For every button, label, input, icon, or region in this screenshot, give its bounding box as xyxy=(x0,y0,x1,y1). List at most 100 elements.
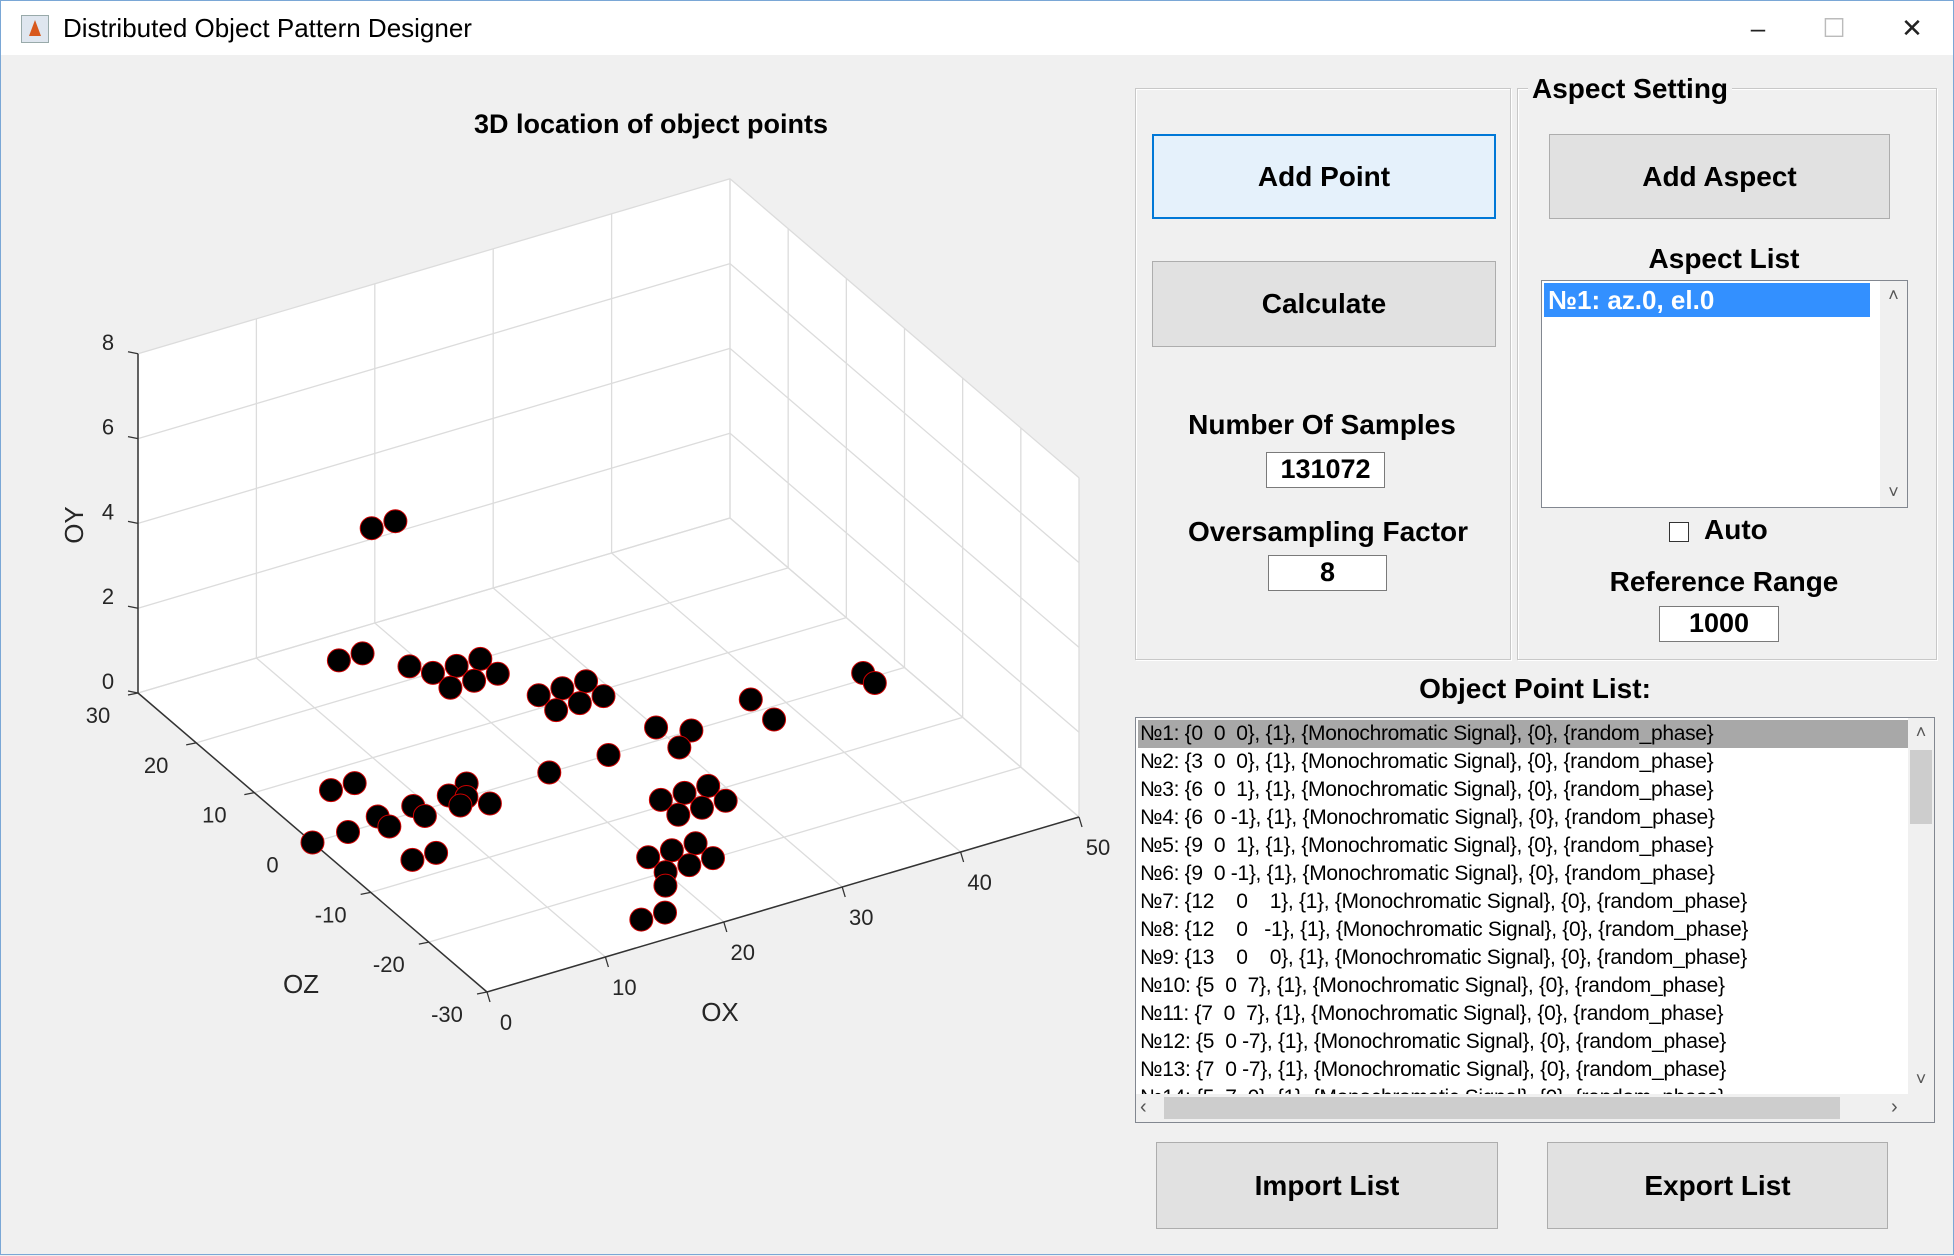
3d-scatter-plot[interactable]: 0 10 20 30 40 50 -30 -20 -10 0 10 20 30 0 2 4 6 8 OX OZ OY xyxy=(1,1,1131,1256)
object-point[interactable] xyxy=(648,787,673,812)
z-tick-label: -30 xyxy=(431,1002,463,1027)
object-point[interactable] xyxy=(644,715,669,740)
object-list-item[interactable]: №10: {5 0 7}, {1}, {Monochromatic Signal… xyxy=(1140,974,1725,997)
object-point[interactable] xyxy=(383,509,408,534)
export-list-button[interactable]: Export List xyxy=(1547,1142,1888,1229)
object-list-item[interactable]: №4: {6 0 -1}, {1}, {Monochromatic Signal… xyxy=(1140,806,1715,829)
y-tick-label: 0 xyxy=(102,669,114,694)
object-point[interactable] xyxy=(659,838,684,863)
close-button[interactable]: ✕ xyxy=(1901,13,1923,43)
object-point[interactable] xyxy=(359,516,384,541)
x-tick xyxy=(486,991,491,1003)
object-point[interactable] xyxy=(412,803,437,828)
z-tick xyxy=(127,692,139,696)
scroll-down-icon[interactable]: ˅ xyxy=(1888,482,1899,502)
object-point[interactable] xyxy=(689,795,714,820)
object-point[interactable] xyxy=(550,676,575,701)
grid-line xyxy=(729,178,1080,479)
object-point[interactable] xyxy=(537,760,562,785)
object-list-item[interactable]: №12: {5 0 -7}, {1}, {Monochromatic Signa… xyxy=(1140,1030,1726,1053)
object-point[interactable] xyxy=(738,687,763,712)
object-point[interactable] xyxy=(326,648,351,673)
object-list-item[interactable]: №8: {12 0 -1}, {1}, {Monochromatic Signa… xyxy=(1140,918,1749,941)
object-list-item[interactable]: №2: {3 0 0}, {1}, {Monochromatic Signal}… xyxy=(1140,750,1714,773)
aspect-list-scrollbar[interactable]: ˄ ˅ xyxy=(1880,281,1907,507)
import-list-button[interactable]: Import List xyxy=(1156,1142,1498,1229)
object-list-item[interactable]: №14: {5 7 0}, {1}, {Monochromatic Signal… xyxy=(1138,1084,1908,1094)
object-point[interactable] xyxy=(653,873,678,898)
object-point[interactable] xyxy=(397,654,422,679)
object-point[interactable] xyxy=(477,791,502,816)
object-point[interactable] xyxy=(448,793,473,818)
scroll-left-icon[interactable]: ‹ xyxy=(1140,1096,1147,1118)
object-point[interactable] xyxy=(862,670,887,695)
object-point[interactable] xyxy=(438,675,463,700)
aspect-list-label: Aspect List xyxy=(1648,243,1800,274)
scroll-right-icon[interactable]: › xyxy=(1891,1096,1898,1118)
reference-range-label: Reference Range xyxy=(1609,566,1839,597)
object-point[interactable] xyxy=(591,684,616,709)
object-point[interactable] xyxy=(377,814,402,839)
reference-range-input[interactable]: 1000 xyxy=(1659,606,1779,642)
object-point[interactable] xyxy=(300,830,325,855)
object-point[interactable] xyxy=(567,691,592,716)
object-list-item[interactable]: №9: {13 0 0}, {1}, {Monochromatic Signal… xyxy=(1140,946,1747,969)
object-list-item[interactable]: №3: {6 0 1}, {1}, {Monochromatic Signal}… xyxy=(1140,778,1714,801)
object-list-item[interactable]: №6: {9 0 -1}, {1}, {Monochromatic Signal… xyxy=(1140,862,1715,885)
object-point[interactable] xyxy=(683,831,708,856)
hscroll-thumb[interactable] xyxy=(1164,1097,1840,1119)
z-tick-label: 0 xyxy=(266,853,278,878)
object-point[interactable] xyxy=(679,718,704,743)
object-point[interactable] xyxy=(318,778,343,803)
object-point[interactable] xyxy=(444,653,469,678)
scroll-down-icon[interactable]: ˅ xyxy=(1915,1069,1927,1089)
object-point[interactable] xyxy=(696,773,721,798)
object-point[interactable] xyxy=(672,780,697,805)
object-point[interactable] xyxy=(526,683,551,708)
oversampling-input[interactable]: 8 xyxy=(1268,555,1387,591)
calculate-button[interactable]: Calculate xyxy=(1152,261,1496,347)
object-list-vscrollbar[interactable]: ˄ ˅ xyxy=(1908,718,1934,1094)
object-point[interactable] xyxy=(485,661,510,686)
object-list-item[interactable]: №11: {7 0 7}, {1}, {Monochromatic Signal… xyxy=(1140,1002,1724,1025)
object-point[interactable] xyxy=(667,735,692,760)
object-point[interactable] xyxy=(677,853,702,878)
object-point[interactable] xyxy=(400,847,425,872)
object-point[interactable] xyxy=(462,668,487,693)
object-point[interactable] xyxy=(713,788,738,813)
object-list-item[interactable]: №7: {12 0 1}, {1}, {Monochromatic Signal… xyxy=(1140,890,1747,913)
object-point[interactable] xyxy=(629,907,654,932)
object-point-listbox[interactable]: №1: {0 0 0}, {1}, {Monochromatic Signal}… xyxy=(1135,717,1935,1123)
object-list-item[interactable]: №13: {7 0 -7}, {1}, {Monochromatic Signa… xyxy=(1140,1058,1726,1081)
object-point[interactable] xyxy=(336,820,361,844)
object-point[interactable] xyxy=(420,660,445,685)
object-list-hscrollbar[interactable]: ‹ › xyxy=(1136,1094,1934,1122)
object-point[interactable] xyxy=(653,900,678,925)
object-point[interactable] xyxy=(544,698,569,723)
object-point[interactable] xyxy=(700,846,725,871)
scroll-up-icon[interactable]: ˄ xyxy=(1888,285,1899,305)
add-aspect-button[interactable]: Add Aspect xyxy=(1549,134,1890,219)
object-point[interactable] xyxy=(636,845,661,870)
maximize-button[interactable]: ☐ xyxy=(1822,13,1846,43)
object-point[interactable] xyxy=(762,707,787,732)
add-point-button[interactable]: Add Point xyxy=(1152,134,1496,219)
object-point[interactable] xyxy=(666,802,691,827)
object-point[interactable] xyxy=(342,771,367,796)
object-point[interactable] xyxy=(574,669,599,694)
object-point[interactable] xyxy=(468,646,493,671)
vscroll-thumb[interactable] xyxy=(1910,750,1932,824)
grid-line xyxy=(729,347,1080,648)
aspect-list-item[interactable]: №1: az.0, el.0 xyxy=(1544,283,1870,317)
object-list-item[interactable]: №5: {9 0 1}, {1}, {Monochromatic Signal}… xyxy=(1140,834,1714,857)
samples-input[interactable]: 131072 xyxy=(1266,452,1385,488)
minimize-button[interactable]: – xyxy=(1750,13,1766,43)
object-point[interactable] xyxy=(424,840,449,865)
aspect-listbox[interactable]: №1: az.0, el.0 ˄ ˅ xyxy=(1541,280,1908,508)
object-point[interactable] xyxy=(596,743,621,767)
object-list-item[interactable]: №1: {0 0 0}, {1}, {Monochromatic Signal}… xyxy=(1138,720,1908,748)
scroll-up-icon[interactable]: ˄ xyxy=(1915,722,1927,742)
auto-checkbox[interactable] xyxy=(1669,522,1689,542)
object-point[interactable] xyxy=(350,641,375,666)
